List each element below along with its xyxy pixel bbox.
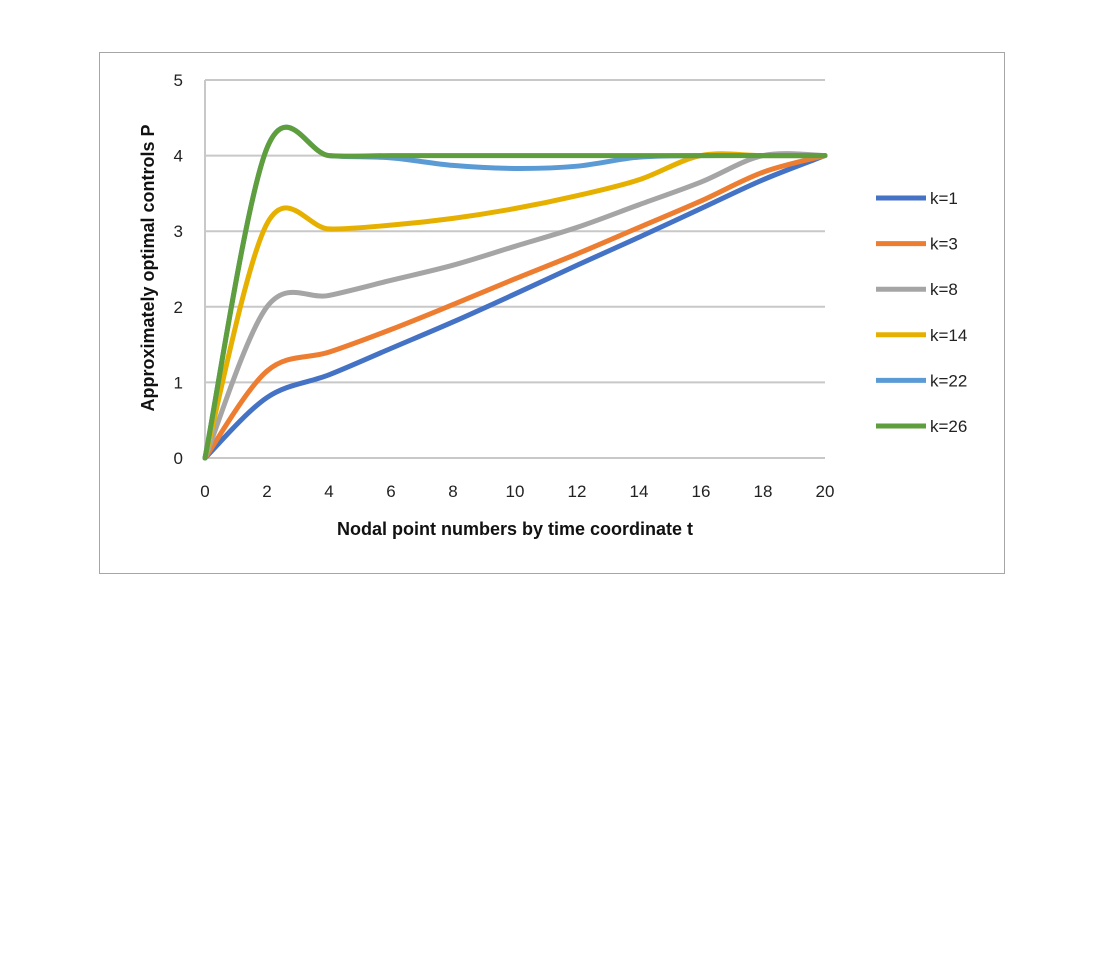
y-tick-label: 3 (174, 222, 183, 241)
x-tick-label: 16 (692, 482, 711, 501)
x-tick-label: 6 (386, 482, 395, 501)
series-line-k8 (202, 151, 828, 461)
y-tick-label: 4 (174, 147, 183, 166)
legend-label: k=1 (930, 189, 958, 208)
series-line-k26 (202, 124, 828, 461)
legend-label: k=26 (930, 417, 967, 436)
x-tick-label: 14 (630, 482, 649, 501)
y-tick-label: 0 (174, 449, 183, 468)
legend-label: k=8 (930, 280, 958, 299)
legend-label: k=3 (930, 235, 958, 254)
legend-label: k=14 (930, 326, 967, 345)
legend-label: k=22 (930, 371, 967, 390)
x-tick-label: 10 (506, 482, 525, 501)
x-tick-label: 18 (754, 482, 773, 501)
x-tick-label: 20 (816, 482, 835, 501)
y-tick-label: 5 (174, 71, 183, 90)
x-tick-label: 0 (200, 482, 209, 501)
y-tick-label: 2 (174, 298, 183, 317)
chart-frame (99, 52, 1005, 574)
x-tick-label: 8 (448, 482, 457, 501)
y-axis-label: Approximately optimal controls P (138, 124, 158, 411)
series-line-k1 (202, 153, 828, 461)
x-tick-label: 12 (568, 482, 587, 501)
series-line-k3 (202, 153, 828, 461)
y-tick-label: 1 (174, 373, 183, 392)
x-axis-label: Nodal point numbers by time coordinate t (337, 519, 693, 539)
x-tick-label: 4 (324, 482, 333, 501)
x-tick-label: 2 (262, 482, 271, 501)
